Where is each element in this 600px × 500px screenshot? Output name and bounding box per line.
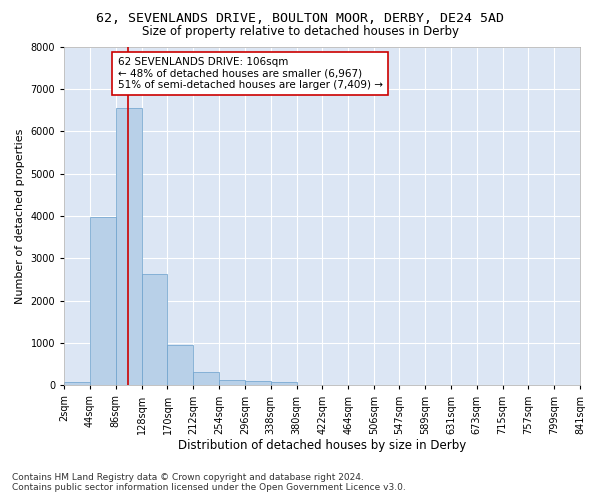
Y-axis label: Number of detached properties: Number of detached properties (15, 128, 25, 304)
X-axis label: Distribution of detached houses by size in Derby: Distribution of detached houses by size … (178, 440, 466, 452)
Bar (142, 274, 167, 386)
Bar (219, 380, 245, 386)
Bar (64, 382, 90, 386)
Bar (193, 372, 219, 386)
Bar (167, 344, 193, 386)
Text: 62 SEVENLANDS DRIVE: 106sqm
← 48% of detached houses are smaller (6,967)
51% of : 62 SEVENLANDS DRIVE: 106sqm ← 48% of det… (118, 57, 383, 90)
Bar (245, 381, 271, 386)
Bar (116, 108, 142, 386)
Bar (90, 217, 116, 386)
Bar (271, 382, 296, 386)
Text: 62, SEVENLANDS DRIVE, BOULTON MOOR, DERBY, DE24 5AD: 62, SEVENLANDS DRIVE, BOULTON MOOR, DERB… (96, 12, 504, 26)
Text: Contains HM Land Registry data © Crown copyright and database right 2024.
Contai: Contains HM Land Registry data © Crown c… (12, 473, 406, 492)
Text: Size of property relative to detached houses in Derby: Size of property relative to detached ho… (142, 25, 458, 38)
